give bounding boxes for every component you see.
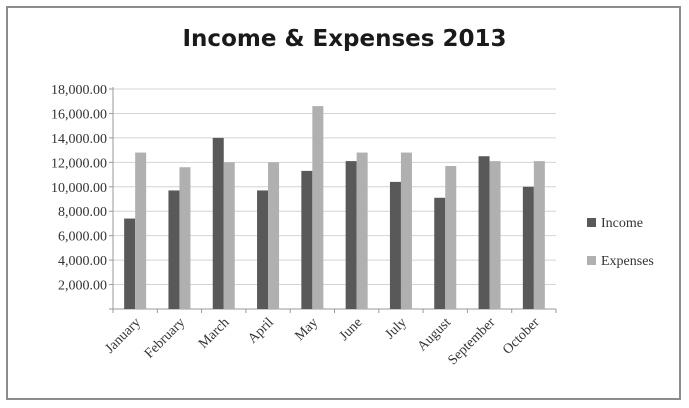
bar-income-july xyxy=(389,181,401,309)
x-category-label: March xyxy=(196,315,232,351)
x-category-label: July xyxy=(383,315,410,342)
x-category-label: September xyxy=(445,315,498,368)
y-tick-label: 12,000.00 xyxy=(51,156,107,171)
legend: Income Expenses xyxy=(587,216,654,269)
chart-frame xyxy=(6,6,681,400)
y-tick-label: 6,000.00 xyxy=(58,230,107,245)
bar-expenses-january xyxy=(135,152,147,309)
y-tick-label: 8,000.00 xyxy=(58,205,107,220)
bar-expenses-march xyxy=(223,162,235,309)
x-category-label: October xyxy=(500,315,543,358)
legend-swatch-income xyxy=(587,218,596,227)
y-tick-label: 18,000.00 xyxy=(51,83,107,98)
bar-expenses-june xyxy=(356,152,368,309)
bar-income-september xyxy=(478,156,490,309)
bar-income-october xyxy=(522,186,534,309)
y-tick-labels: 2,000.00 4,000.00 6,000.00 8,000.00 10,000.0… xyxy=(51,83,107,294)
bar-expenses-october xyxy=(533,161,545,309)
x-category-label: August xyxy=(415,315,454,354)
bar-expenses-september xyxy=(489,161,501,309)
bar-expenses-february xyxy=(179,167,191,309)
y-tick-label: 4,000.00 xyxy=(58,254,107,269)
bar-income-march xyxy=(212,137,224,309)
x-category-label: April xyxy=(245,315,277,347)
x-category-label: June xyxy=(337,315,366,344)
bar-expenses-may xyxy=(312,106,324,309)
y-tick-label: 16,000.00 xyxy=(51,107,107,122)
legend-label-expenses: Expenses xyxy=(601,254,654,269)
bar-expenses-august xyxy=(445,166,457,309)
x-category-label: May xyxy=(292,315,321,344)
bar-income-june xyxy=(345,161,357,309)
x-category-label: February xyxy=(142,315,188,361)
bar-income-april xyxy=(257,190,269,309)
x-category-label: January xyxy=(103,315,144,356)
bar-income-february xyxy=(168,190,180,309)
y-tick-label: 2,000.00 xyxy=(58,279,107,294)
legend-label-income: Income xyxy=(601,216,643,231)
legend-swatch-expenses xyxy=(587,256,596,265)
bar-expenses-july xyxy=(400,152,412,309)
bar-income-august xyxy=(434,197,446,309)
chart-title: Income & Expenses 2013 xyxy=(182,26,507,52)
y-tick-label: 14,000.00 xyxy=(51,132,107,147)
bars xyxy=(124,106,545,309)
bar-income-may xyxy=(301,170,313,309)
bar-expenses-april xyxy=(268,162,280,309)
y-tick-label: 10,000.00 xyxy=(51,181,107,196)
bar-income-january xyxy=(124,218,136,309)
